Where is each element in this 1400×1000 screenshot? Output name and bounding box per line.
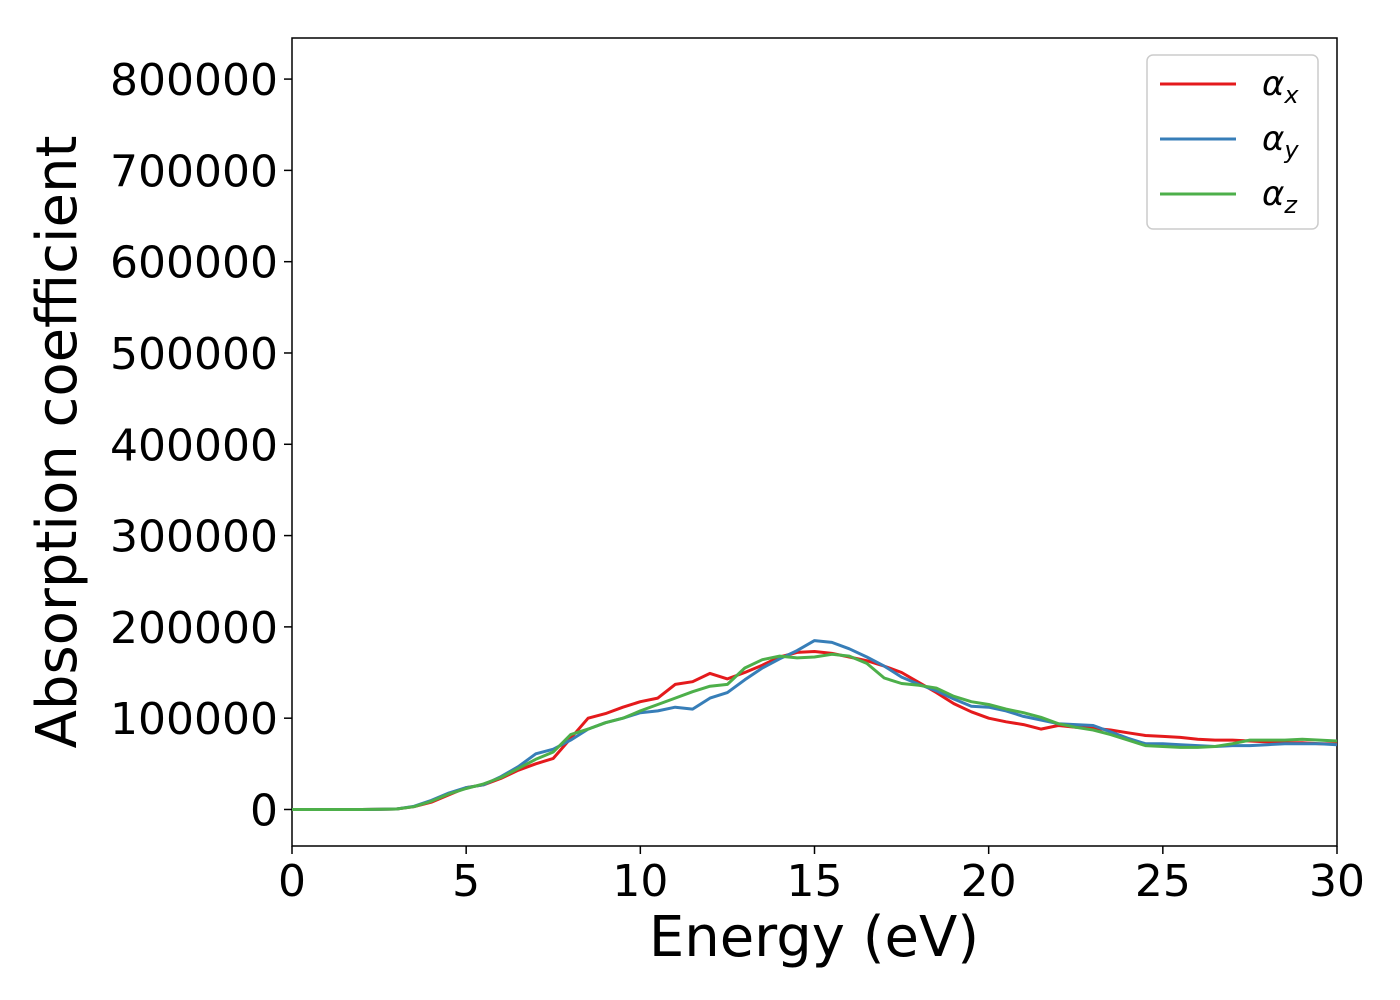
series-line-z bbox=[292, 652, 1337, 811]
y-tick-label: 500000 bbox=[110, 329, 278, 380]
y-tick-label: 600000 bbox=[110, 238, 278, 289]
y-tick-label: 700000 bbox=[110, 146, 278, 197]
x-tick-label: 15 bbox=[787, 856, 843, 907]
y-tick-label: 200000 bbox=[110, 603, 278, 654]
x-tick-label: 5 bbox=[452, 856, 480, 907]
series-lines bbox=[292, 639, 1337, 811]
x-axis: 0 5 10 15 20 25 30 bbox=[278, 846, 1365, 907]
legend-label-z: αz bbox=[1262, 174, 1298, 219]
x-tick-label: 0 bbox=[278, 856, 306, 907]
y-tick-label: 300000 bbox=[110, 512, 278, 563]
x-axis-label: Energy (eV) bbox=[649, 905, 979, 970]
y-axis: 0 100000 200000 300000 400000 500000 600000 700… bbox=[110, 55, 292, 836]
x-tick-label: 10 bbox=[612, 856, 668, 907]
y-axis-label: Absorption coefficient bbox=[25, 136, 90, 749]
legend-label-x: αx bbox=[1262, 64, 1299, 109]
y-tick-label: 0 bbox=[250, 785, 278, 836]
legend-box bbox=[1146, 54, 1319, 230]
y-tick-label: 400000 bbox=[110, 420, 278, 471]
x-tick-label: 30 bbox=[1309, 856, 1365, 907]
y-tick-label: 100000 bbox=[110, 694, 278, 745]
legend: αx αy αz bbox=[1146, 54, 1319, 230]
legend-label-y: αy bbox=[1262, 119, 1299, 164]
x-tick-label: 20 bbox=[961, 856, 1017, 907]
x-tick-label: 25 bbox=[1135, 856, 1191, 907]
y-tick-label: 800000 bbox=[110, 55, 278, 106]
